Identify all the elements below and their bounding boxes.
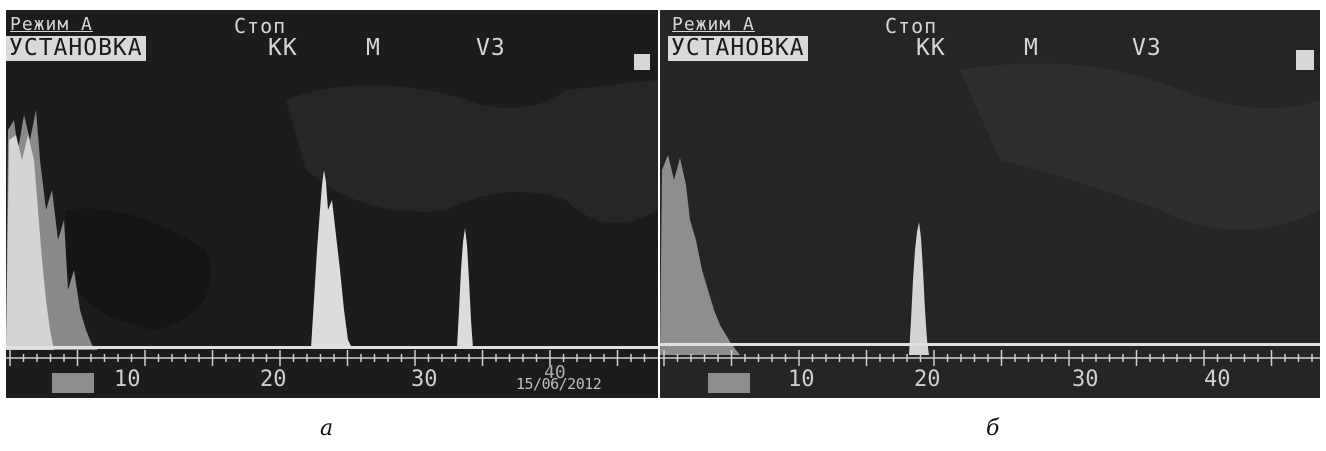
scope-screen-a: Режим А Стоп УСТАНОВКА КК М V3 10 20 30 …: [6, 10, 658, 398]
kk-label: КК: [916, 35, 946, 61]
tick-label: 20: [260, 367, 287, 392]
echo-peak-1: [909, 222, 929, 355]
mode-label: Режим А: [10, 14, 93, 35]
date-label: 15/06/2012: [516, 375, 602, 393]
tick-label: 10: [788, 367, 815, 392]
caption-b: б: [986, 416, 1000, 441]
square-indicator: [1296, 50, 1314, 70]
setup-button[interactable]: УСТАНОВКА: [668, 36, 808, 61]
echo-peak-2: [457, 228, 473, 348]
scale-ticks-a: [9, 350, 646, 366]
m-label: М: [1024, 35, 1039, 61]
signal-plot-b: [660, 10, 1320, 398]
tick-label: 30: [1072, 367, 1099, 392]
square-indicator: [634, 54, 650, 70]
echo-peak-1: [311, 170, 352, 348]
baseline-b: [660, 343, 1320, 346]
scope-screen-b: Режим А Стоп УСТАНОВКА КК М V3 10 20 30 …: [660, 10, 1320, 398]
v3-label: V3: [476, 35, 506, 61]
m-label: М: [366, 35, 381, 61]
tick-label: 40: [1204, 367, 1231, 392]
tick-label: 20: [914, 367, 941, 392]
tick-label: 40: [544, 362, 566, 383]
caption-a: а: [320, 416, 334, 441]
signal-plot-a: [6, 10, 658, 398]
gain-indicator: [708, 373, 750, 393]
signal-noise-left: [660, 155, 740, 355]
kk-label: КК: [268, 35, 298, 61]
v3-label: V3: [1132, 35, 1162, 61]
scale-ticks-b: [663, 350, 1313, 366]
mode-label: Режим А: [672, 14, 755, 35]
status-label: Стоп: [885, 14, 938, 38]
baseline-a: [6, 346, 658, 349]
status-label: Стоп: [234, 14, 287, 38]
setup-button[interactable]: УСТАНОВКА: [6, 36, 146, 61]
tick-label: 10: [114, 367, 141, 392]
gain-indicator: [52, 373, 94, 393]
tick-label: 30: [411, 367, 438, 392]
